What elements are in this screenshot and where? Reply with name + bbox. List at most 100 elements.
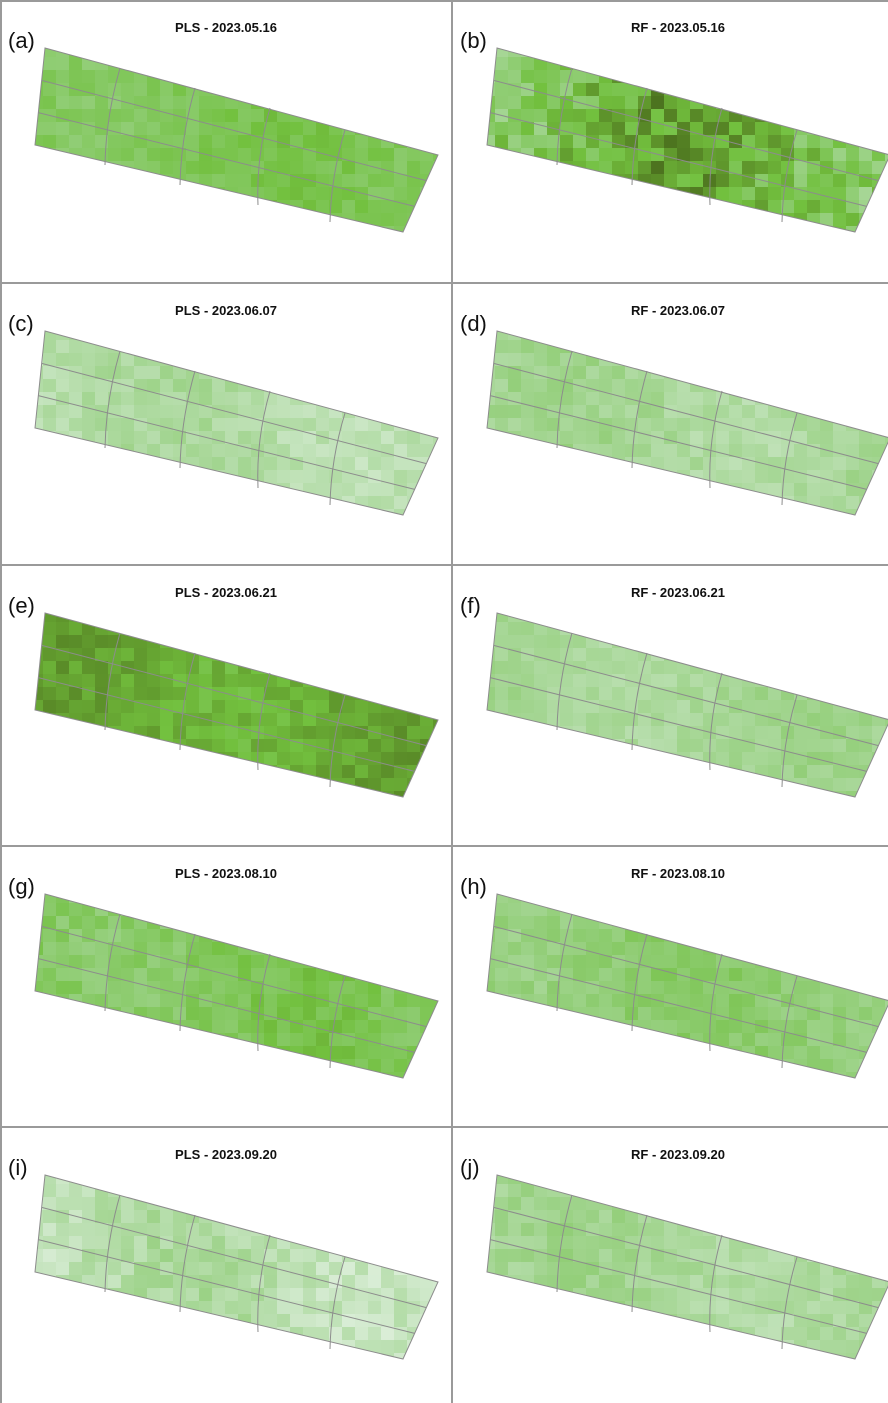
map-cell bbox=[290, 1033, 304, 1047]
map-cell bbox=[82, 161, 96, 175]
map-cell bbox=[69, 457, 83, 471]
map-cell bbox=[407, 700, 421, 714]
map-cell bbox=[95, 187, 109, 201]
map-cell bbox=[716, 752, 730, 766]
map-cell bbox=[433, 44, 447, 58]
map-cell bbox=[742, 778, 756, 792]
map-cell bbox=[482, 1223, 496, 1237]
map-cell bbox=[547, 109, 561, 123]
map-cell bbox=[573, 327, 587, 341]
map-cell bbox=[199, 1353, 213, 1367]
map-cell bbox=[599, 122, 613, 136]
map-cell bbox=[677, 1007, 691, 1021]
map-cell bbox=[394, 379, 408, 393]
map-cell bbox=[833, 929, 847, 943]
map-cell bbox=[820, 1184, 834, 1198]
map-cell bbox=[355, 457, 369, 471]
map-cell bbox=[833, 903, 847, 917]
map-cell bbox=[303, 700, 317, 714]
map-cell bbox=[651, 135, 665, 149]
map-cell bbox=[534, 1288, 548, 1302]
map-cell bbox=[521, 70, 535, 84]
map-cell bbox=[381, 765, 395, 779]
map-cell bbox=[833, 457, 847, 471]
map-cell bbox=[381, 1197, 395, 1211]
map-cell bbox=[225, 778, 239, 792]
map-cell bbox=[755, 1262, 769, 1276]
map-cell bbox=[482, 674, 496, 688]
map-cell bbox=[342, 57, 356, 71]
map-cell bbox=[420, 200, 434, 214]
map-cell bbox=[225, 765, 239, 779]
map-cell bbox=[859, 661, 873, 675]
map-cell bbox=[407, 981, 421, 995]
map-cell bbox=[225, 609, 239, 623]
map-cell bbox=[199, 661, 213, 675]
map-cell bbox=[742, 122, 756, 136]
map-cell bbox=[560, 122, 574, 136]
map-cell bbox=[355, 648, 369, 662]
map-cell bbox=[677, 1072, 691, 1086]
map-cell bbox=[755, 661, 769, 675]
map-cell bbox=[833, 765, 847, 779]
map-cell bbox=[30, 791, 44, 805]
map-cell bbox=[755, 1033, 769, 1047]
map-cell bbox=[329, 353, 343, 367]
map-cell bbox=[420, 700, 434, 714]
map-cell bbox=[807, 187, 821, 201]
map-cell bbox=[495, 752, 509, 766]
map-cell bbox=[703, 994, 717, 1008]
map-cell bbox=[703, 968, 717, 982]
map-cell bbox=[108, 405, 122, 419]
panel-title: RF - 2023.06.21 bbox=[631, 585, 725, 600]
map-cell bbox=[690, 648, 704, 662]
map-cell bbox=[781, 83, 795, 97]
map-cell bbox=[872, 327, 886, 341]
map-cell bbox=[160, 1171, 174, 1185]
map-cell bbox=[82, 213, 96, 227]
map-cell bbox=[534, 1262, 548, 1276]
map-cell bbox=[186, 903, 200, 917]
map-cell bbox=[95, 1072, 109, 1086]
map-cell bbox=[846, 622, 860, 636]
map-cell bbox=[147, 929, 161, 943]
map-cell bbox=[108, 1327, 122, 1341]
map-cell bbox=[147, 187, 161, 201]
map-cell bbox=[716, 57, 730, 71]
map-cell bbox=[316, 942, 330, 956]
map-cell bbox=[872, 496, 886, 510]
map-cell bbox=[508, 340, 522, 354]
map-cell bbox=[690, 1020, 704, 1034]
map-cell bbox=[534, 635, 548, 649]
map-cell bbox=[368, 1275, 382, 1289]
map-cell bbox=[95, 778, 109, 792]
map-cell bbox=[508, 1223, 522, 1237]
map-cell bbox=[238, 109, 252, 123]
map-cell bbox=[368, 609, 382, 623]
map-cell bbox=[755, 96, 769, 110]
map-cell bbox=[846, 1275, 860, 1289]
map-cell bbox=[394, 340, 408, 354]
map-cell bbox=[173, 1236, 187, 1250]
map-cell bbox=[225, 70, 239, 84]
map-cell bbox=[612, 1275, 626, 1289]
map-cell bbox=[508, 609, 522, 623]
map-cell bbox=[859, 968, 873, 982]
map-cell bbox=[394, 213, 408, 227]
map-cell bbox=[560, 687, 574, 701]
map-cell bbox=[872, 1236, 886, 1250]
map-cell bbox=[573, 955, 587, 969]
map-cell bbox=[664, 161, 678, 175]
map-cell bbox=[534, 1327, 548, 1341]
map-cell bbox=[381, 942, 395, 956]
map-cell bbox=[482, 942, 496, 956]
map-cell bbox=[264, 1033, 278, 1047]
map-cell bbox=[212, 752, 226, 766]
map-cell bbox=[521, 1072, 535, 1086]
map-cell bbox=[121, 1184, 135, 1198]
map-cell bbox=[199, 379, 213, 393]
map-cell bbox=[599, 1210, 613, 1224]
map-cell bbox=[43, 405, 57, 419]
map-cell bbox=[147, 890, 161, 904]
map-cell bbox=[573, 700, 587, 714]
